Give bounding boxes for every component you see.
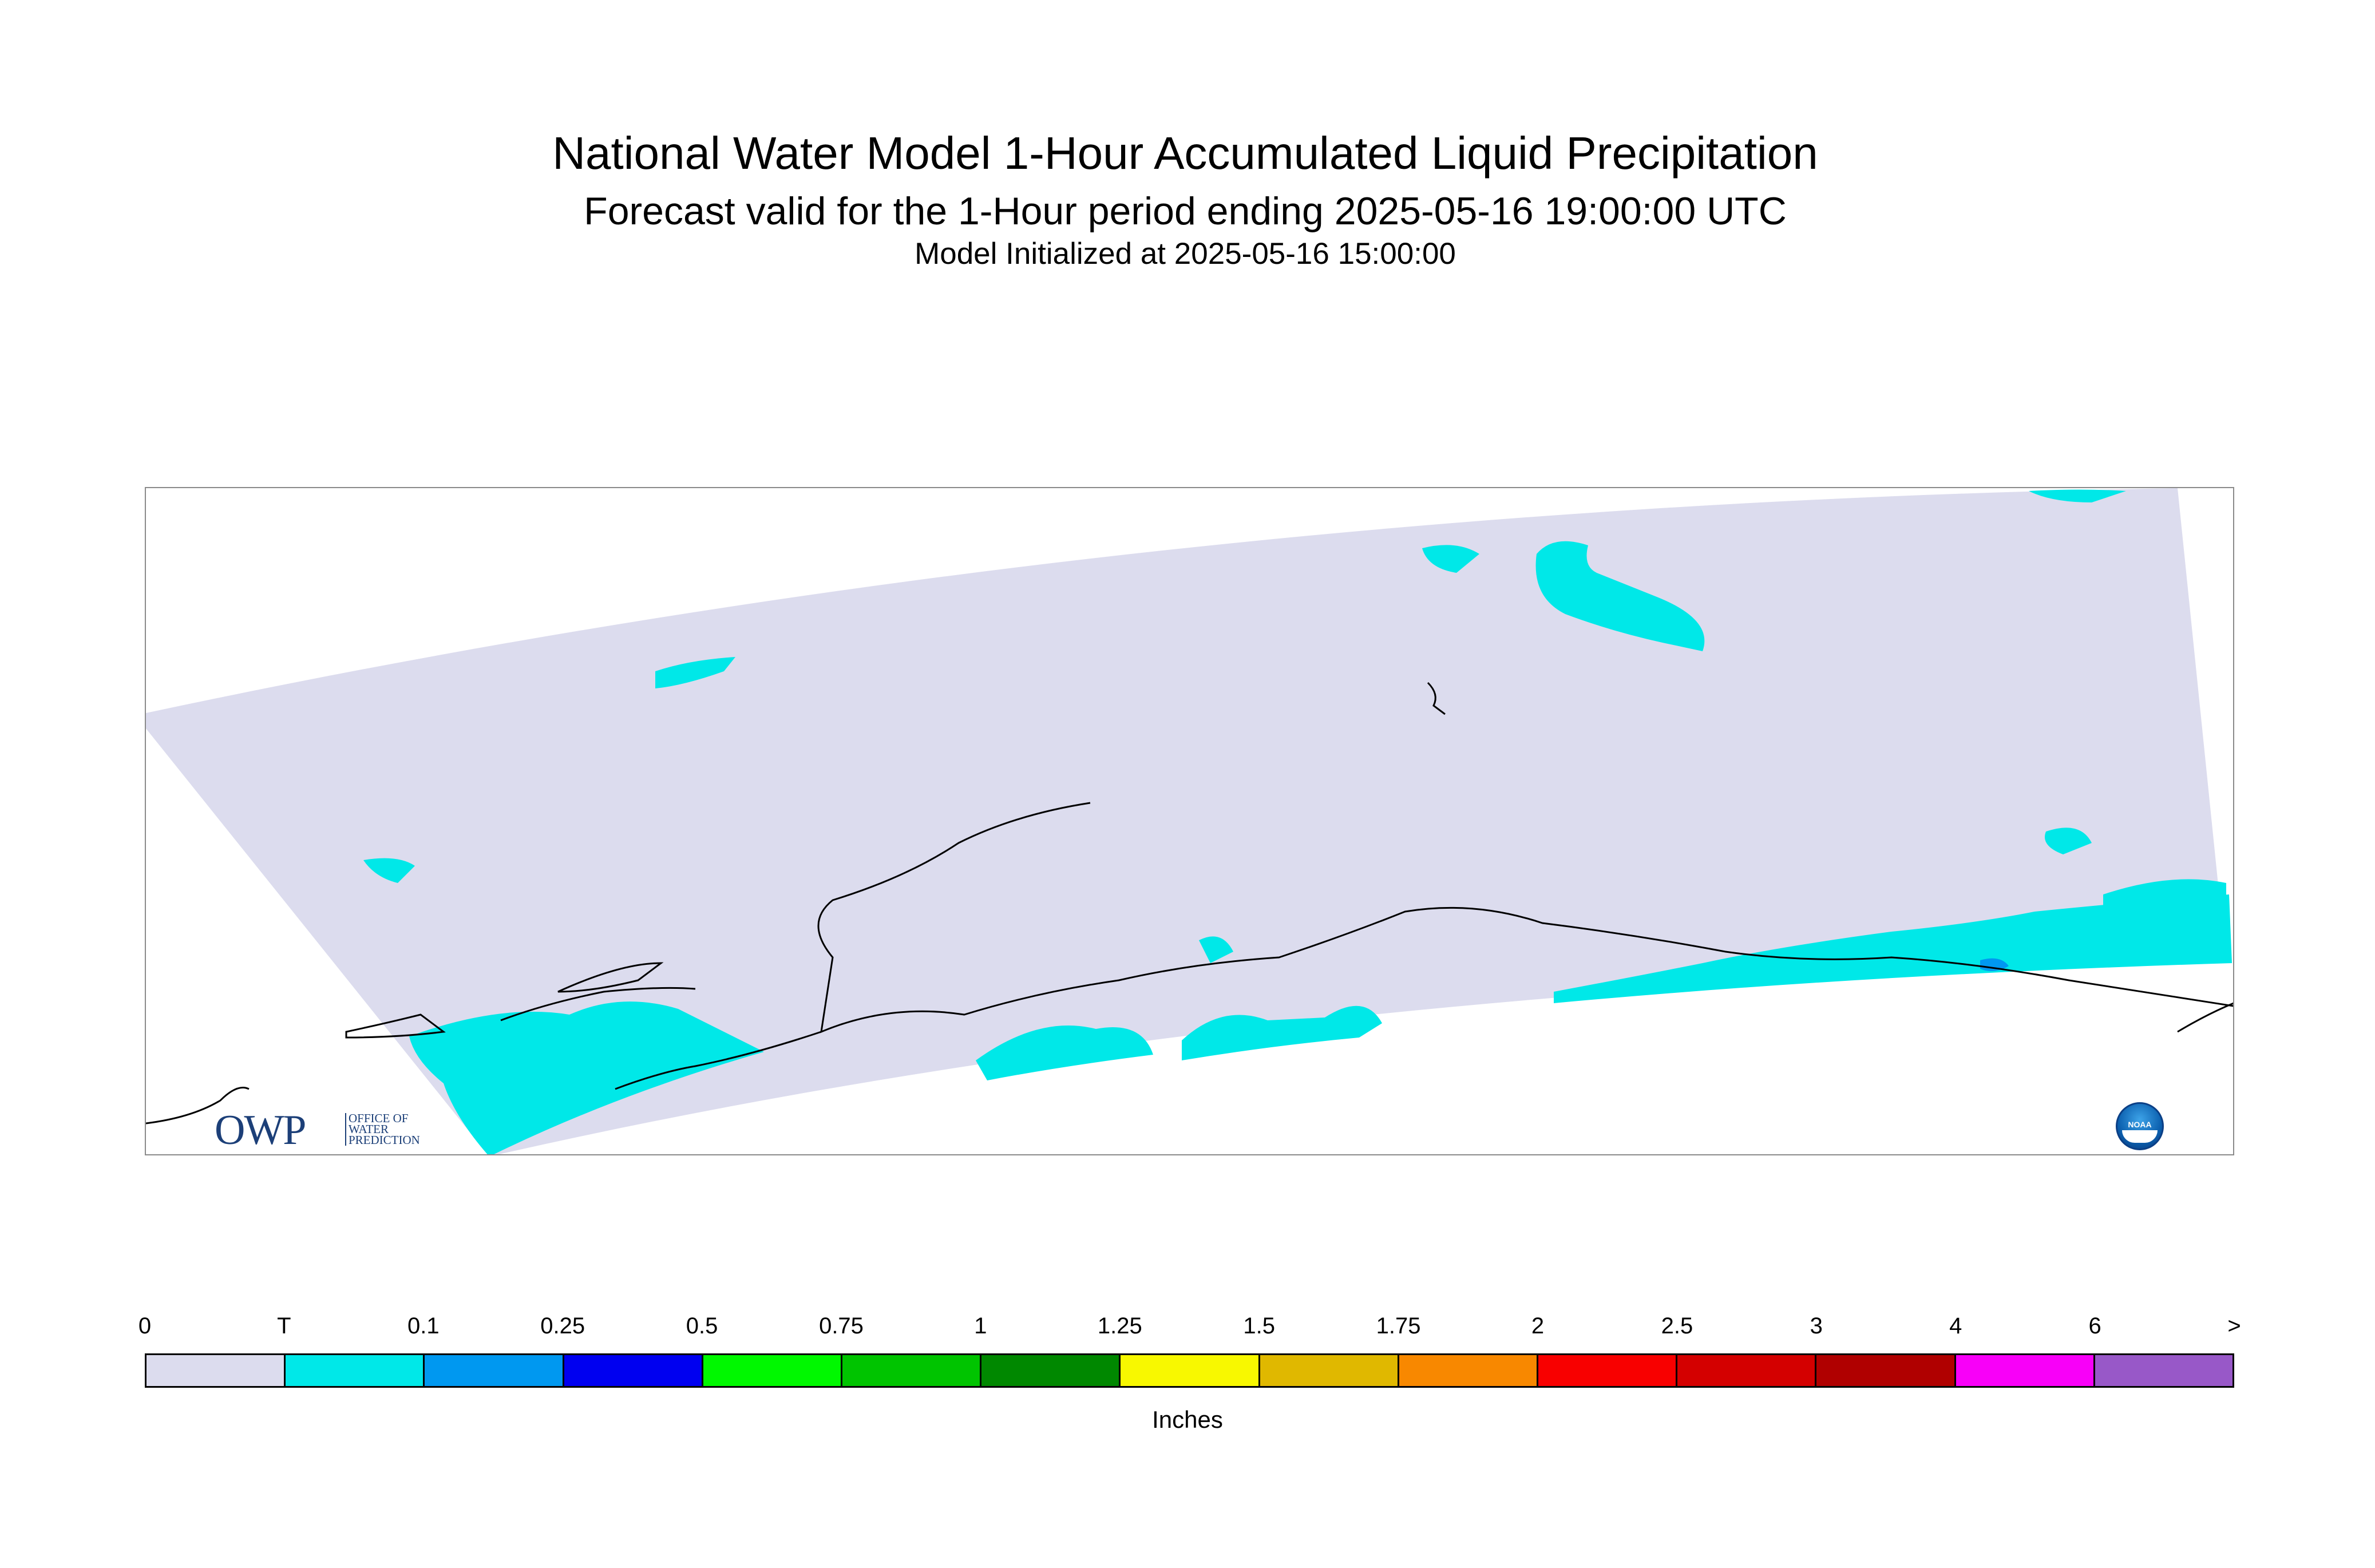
legend-swatch bbox=[842, 1355, 982, 1386]
owp-text-line-2: WATER bbox=[349, 1122, 389, 1136]
legend-units: Inches bbox=[1152, 1406, 1223, 1433]
legend-labels: 0 T 0.1 0.25 0.5 0.75 1 1.25 1.5 1.75 2 2.5 3 4 6 > bbox=[0, 1313, 2375, 1348]
legend-swatch bbox=[564, 1355, 703, 1386]
noaa-wave bbox=[2122, 1130, 2158, 1143]
precip-area-southwest bbox=[409, 1001, 764, 1154]
precip-area-kodiak bbox=[1182, 1005, 1382, 1060]
precip-area-north-3 bbox=[655, 657, 735, 688]
legend-tick-label: 0 bbox=[138, 1313, 152, 1339]
legend-swatch bbox=[425, 1355, 564, 1386]
legend-tick-label: 3 bbox=[1810, 1313, 1823, 1339]
chart-title: National Water Model 1-Hour Accumulated … bbox=[552, 128, 1818, 179]
coastline-west bbox=[146, 1087, 250, 1124]
legend-tick-label: 6 bbox=[2088, 1313, 2101, 1339]
precip-area-peninsula bbox=[976, 1025, 1153, 1080]
legend-swatch bbox=[981, 1355, 1121, 1386]
owp-text-line-3: PREDICTION bbox=[349, 1133, 420, 1147]
legend-tick-label: 2 bbox=[1531, 1313, 1545, 1339]
map-canvas bbox=[146, 488, 2233, 1154]
legend-swatch bbox=[1677, 1355, 1817, 1386]
legend-tick-label: 2.5 bbox=[1661, 1313, 1693, 1339]
legend-tick-label: 0.1 bbox=[407, 1313, 440, 1339]
legend-tick-label: 0.25 bbox=[540, 1313, 585, 1339]
owp-mark: OWP bbox=[215, 1107, 306, 1154]
precip-area-east-1 bbox=[2045, 827, 2092, 854]
legend-tick-label: 0.75 bbox=[819, 1313, 864, 1339]
legend-tick-label: > bbox=[2227, 1313, 2241, 1339]
legend-swatch bbox=[286, 1355, 425, 1386]
legend-swatch bbox=[1816, 1355, 1956, 1386]
legend-swatch bbox=[147, 1355, 286, 1386]
legend-swatch bbox=[1956, 1355, 2095, 1386]
model-init-subtitle: Model Initialized at 2025-05-16 15:00:00 bbox=[915, 237, 1456, 271]
precip-area-west-1 bbox=[363, 858, 415, 883]
coastline-norton bbox=[500, 987, 696, 1021]
coastline-east bbox=[2177, 1002, 2233, 1033]
precipitation-map: OWP OFFICE OF WATER PREDICTION NOAA bbox=[145, 487, 2234, 1155]
coastline-lake bbox=[1427, 682, 1446, 715]
legend-tick-label: 4 bbox=[1949, 1313, 1962, 1339]
legend-tick-label: 1.25 bbox=[1097, 1313, 1142, 1339]
precip-area-north-2 bbox=[1422, 545, 1479, 573]
legend-colorbar bbox=[145, 1353, 2234, 1388]
forecast-valid-subtitle: Forecast valid for the 1-Hour period end… bbox=[584, 189, 1787, 233]
coastline-main bbox=[817, 802, 2233, 1034]
legend-swatch bbox=[1538, 1355, 1678, 1386]
coastline-bay bbox=[557, 962, 664, 993]
coastline-peninsula bbox=[615, 1031, 822, 1090]
owp-wordmark: OFFICE OF WATER PREDICTION bbox=[345, 1111, 420, 1147]
legend-tick-label: 1 bbox=[974, 1313, 987, 1339]
precip-area-southeast bbox=[1554, 894, 2232, 1003]
coastline-islands bbox=[345, 1013, 446, 1039]
noaa-logo-text: NOAA bbox=[2128, 1120, 2152, 1129]
legend-tick-label: T bbox=[277, 1313, 291, 1339]
legend-tick-label: 1.75 bbox=[1376, 1313, 1421, 1339]
precip-area-northeast bbox=[2029, 489, 2126, 502]
precip-area-west-2 bbox=[1199, 936, 1233, 963]
precip-area-north-1 bbox=[1535, 541, 1705, 651]
legend-swatch bbox=[1399, 1355, 1539, 1386]
legend-tick-label: 1.5 bbox=[1243, 1313, 1275, 1339]
coastlines bbox=[146, 682, 2233, 1124]
legend-swatch bbox=[1121, 1355, 1260, 1386]
legend-swatch bbox=[2095, 1355, 2233, 1386]
legend-swatch bbox=[1260, 1355, 1399, 1386]
precip-area-east-2 bbox=[2103, 879, 2226, 923]
noaa-logo: NOAA bbox=[2116, 1102, 2164, 1150]
legend-swatch bbox=[703, 1355, 843, 1386]
owp-logo: OWP OFFICE OF WATER PREDICTION bbox=[215, 1106, 421, 1154]
trace-precip-areas bbox=[363, 489, 2232, 1154]
owp-text-line-1: OFFICE OF bbox=[349, 1111, 409, 1125]
legend-tick-label: 0.5 bbox=[686, 1313, 718, 1339]
